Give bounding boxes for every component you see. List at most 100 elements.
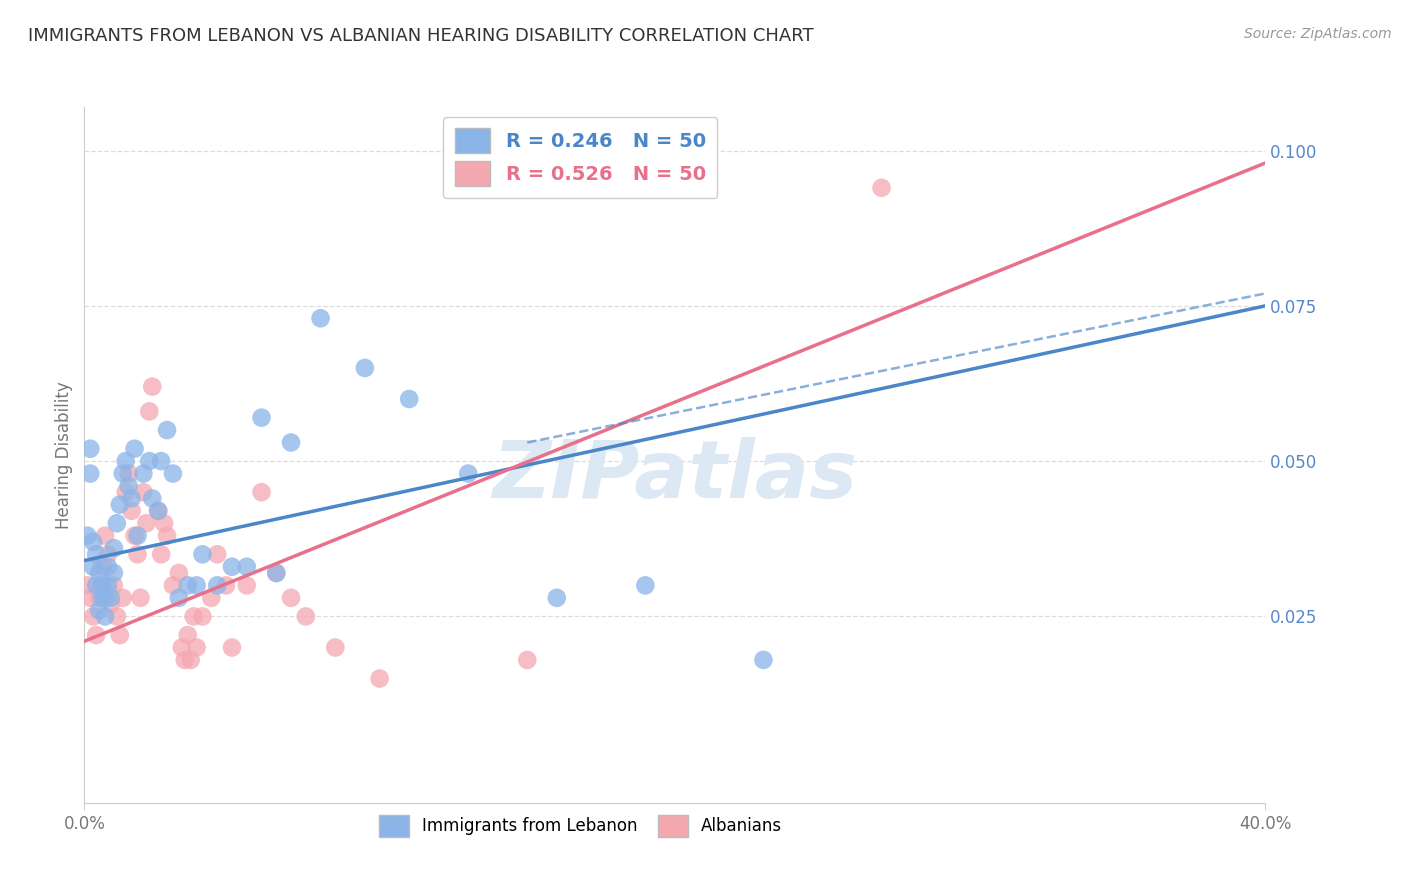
Point [91,578,114,592]
Point [236,578,259,592]
Point [121,491,143,506]
Point [207,578,229,592]
Point [94,609,117,624]
Point [207,547,229,561]
Point [100,597,122,611]
Point [94,529,117,543]
Point [150,454,173,468]
Point [91,578,114,592]
Point [236,559,259,574]
Point [105,516,128,531]
Point [135,516,157,531]
Point [266,566,288,580]
Point [82,534,104,549]
Point [127,529,149,543]
Point [191,609,214,624]
Point [162,578,184,592]
Point [280,435,302,450]
Point [76,529,98,543]
Point [103,566,125,580]
Point [221,640,243,655]
Point [79,442,101,456]
Point [156,529,179,543]
Point [162,467,184,481]
Legend: Immigrants from Lebanon, Albanians: Immigrants from Lebanon, Albanians [373,808,789,843]
Point [111,467,134,481]
Point [266,566,288,580]
Point [156,423,179,437]
Point [368,672,391,686]
Point [114,454,136,468]
Point [132,485,155,500]
Y-axis label: Hearing Disability: Hearing Disability [55,381,73,529]
Point [82,559,104,574]
Point [138,454,160,468]
Point [124,442,146,456]
Point [84,547,107,561]
Point [97,547,120,561]
Point [141,379,163,393]
Point [153,516,176,531]
Point [108,498,131,512]
Point [138,404,160,418]
Point [215,578,238,592]
Point [167,566,190,580]
Point [97,559,120,574]
Point [516,653,538,667]
Point [280,591,302,605]
Point [91,591,114,605]
Point [87,603,111,617]
Point [295,609,318,624]
Point [186,578,208,592]
Point [132,467,155,481]
Point [127,547,149,561]
Point [103,578,125,592]
Point [186,640,208,655]
Point [177,628,200,642]
Point [180,653,202,667]
Point [129,591,152,605]
Point [183,609,205,624]
Point [87,591,111,605]
Point [84,628,107,642]
Point [634,578,657,592]
Point [105,609,128,624]
Point [325,640,347,655]
Point [76,578,98,592]
Point [118,467,141,481]
Point [250,410,273,425]
Point [170,640,193,655]
Text: Source: ZipAtlas.com: Source: ZipAtlas.com [1244,27,1392,41]
Point [103,541,125,555]
Point [173,653,195,667]
Point [118,479,141,493]
Point [250,485,273,500]
Point [150,547,173,561]
Point [398,392,420,406]
Text: IMMIGRANTS FROM LEBANON VS ALBANIAN HEARING DISABILITY CORRELATION CHART: IMMIGRANTS FROM LEBANON VS ALBANIAN HEAR… [28,27,814,45]
Point [191,547,214,561]
Point [108,628,131,642]
Point [457,467,479,481]
Point [94,591,117,605]
Point [870,181,893,195]
Point [114,485,136,500]
Point [79,591,101,605]
Point [167,591,190,605]
Point [752,653,775,667]
Point [97,578,120,592]
Point [354,360,377,375]
Text: ZIPatlas: ZIPatlas [492,437,858,515]
Point [309,311,332,326]
Point [200,591,222,605]
Point [221,559,243,574]
Point [121,504,143,518]
Point [82,609,104,624]
Point [91,559,114,574]
Point [87,566,111,580]
Point [148,504,170,518]
Point [177,578,200,592]
Point [546,591,568,605]
Point [84,578,107,592]
Point [111,591,134,605]
